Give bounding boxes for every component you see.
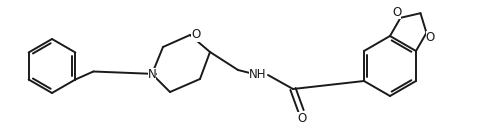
Text: N: N (148, 67, 156, 81)
Text: O: O (392, 6, 401, 19)
Text: O: O (426, 31, 435, 44)
Text: NH: NH (249, 69, 267, 81)
Text: O: O (297, 112, 307, 124)
Text: O: O (191, 29, 201, 41)
